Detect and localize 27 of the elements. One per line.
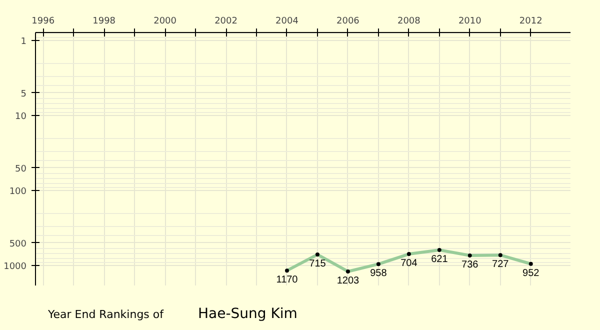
x-tick-label: 2008 xyxy=(397,16,421,26)
y-tick-label: 100 xyxy=(9,187,27,198)
data-label: 715 xyxy=(309,258,326,270)
y-tick-label: 1 xyxy=(20,37,27,48)
text: Year End Rankings of xyxy=(48,307,164,323)
y-tick-label: 50 xyxy=(15,164,27,174)
x-tick-label: 2000 xyxy=(154,16,177,26)
x-tick-label: 2004 xyxy=(276,16,299,26)
x-tick-label: 1998 xyxy=(92,16,116,26)
x-tick-label: 2012 xyxy=(519,16,542,26)
data-label: 952 xyxy=(522,268,540,279)
x-tick-label: 1996 xyxy=(32,16,55,26)
y-tick-label: 1000 xyxy=(4,262,27,272)
data-label: 704 xyxy=(400,258,418,270)
text: Hae-Sung Kim xyxy=(198,305,298,324)
y-tick-label: 10 xyxy=(15,112,27,122)
data-label: 1170 xyxy=(276,274,298,286)
y-tick-label: 500 xyxy=(9,239,27,250)
data-label: 1203 xyxy=(336,275,360,286)
data-label: 958 xyxy=(370,268,388,280)
data-label: 621 xyxy=(431,254,448,265)
data-label: 727 xyxy=(492,259,510,270)
y-tick-label: 5 xyxy=(20,89,27,100)
x-tick-label: 2002 xyxy=(214,16,238,26)
x-tick-label: 2006 xyxy=(336,16,360,26)
data-label: 736 xyxy=(462,259,479,270)
x-tick-label: 2010 xyxy=(458,16,482,26)
